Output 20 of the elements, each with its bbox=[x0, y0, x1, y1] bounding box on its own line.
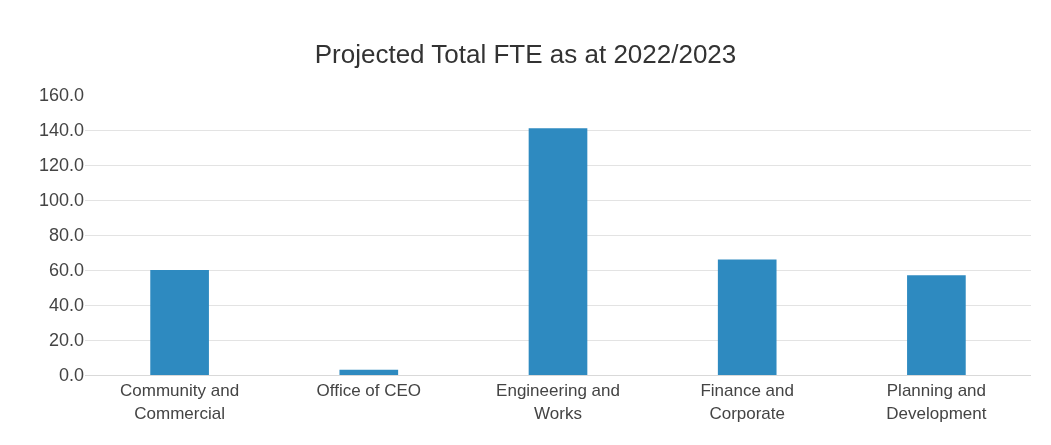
x-tick-label: Finance and Corporate bbox=[700, 381, 794, 423]
y-tick-label: 60.0 bbox=[48, 260, 84, 281]
bar bbox=[339, 369, 399, 375]
y-tick-label: 20.0 bbox=[48, 330, 84, 351]
bar bbox=[150, 270, 209, 375]
y-tick-label: 120.0 bbox=[38, 155, 84, 176]
bar bbox=[528, 128, 588, 375]
y-tick-label: 80.0 bbox=[48, 225, 84, 246]
y-tick-label: 100.0 bbox=[38, 190, 84, 211]
x-tick-label: Engineering and Works bbox=[496, 381, 620, 423]
y-tick-label: 40.0 bbox=[48, 295, 84, 316]
x-tick-label: Office of CEO bbox=[316, 381, 422, 401]
y-tick-label: 160.0 bbox=[38, 85, 84, 106]
bar bbox=[907, 275, 966, 375]
x-tick-label: Planning and Development bbox=[886, 381, 987, 423]
y-tick-label: 140.0 bbox=[38, 120, 84, 141]
bar bbox=[717, 259, 777, 375]
x-tick-label: Community and Commercial bbox=[120, 381, 240, 423]
y-tick-label: 0.0 bbox=[58, 365, 84, 386]
chart-title: Projected Total FTE as at 2022/2023 bbox=[314, 38, 737, 69]
